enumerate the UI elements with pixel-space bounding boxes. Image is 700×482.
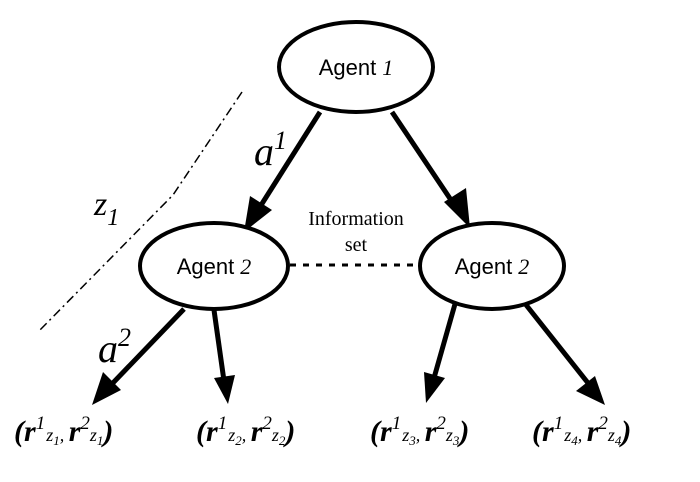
node-index: 2 [240, 254, 251, 279]
information-set-label-line1: Information [308, 208, 404, 230]
node-agent-2-left: Agent 2 [138, 221, 290, 311]
edge-left-to-z2 [211, 309, 227, 382]
information-set-label-line2: set [345, 234, 368, 256]
node-label: Agent [319, 55, 377, 80]
edge-root-to-right [389, 110, 458, 208]
arrowhead-left-to-z1 [92, 372, 121, 405]
node-index: 2 [518, 254, 529, 279]
node-ellipse [277, 20, 435, 114]
node-ellipse [418, 221, 566, 311]
tree-edges [92, 110, 605, 405]
payoff-z3: (r1z3, r2z3) [370, 413, 469, 448]
arrowhead-root-to-right [444, 188, 470, 228]
history-divider-line [37, 91, 243, 333]
edge-root-to-left [255, 110, 323, 212]
payoff-z4: (r1z4, r2z4) [532, 413, 631, 448]
node-index: 1 [382, 55, 393, 80]
node-label: Agent [177, 254, 235, 279]
node-ellipse [138, 221, 290, 311]
node-agent-1: Agent 1 [277, 20, 435, 114]
action-label-a1: a1 [254, 126, 287, 174]
edge-right-to-z3 [431, 303, 458, 379]
arrowhead-left-to-z2 [214, 375, 235, 404]
node-agent-2-right: Agent 2 [418, 221, 566, 311]
arrowhead-right-to-z4 [576, 376, 605, 405]
payoff-z2: (r1z2, r2z2) [196, 413, 295, 448]
action-label-a2: a2 [98, 323, 131, 371]
payoff-z1: (r1z1, r2z1) [14, 413, 113, 448]
arrowhead-root-to-left [244, 196, 272, 232]
edge-left-to-z1 [108, 307, 186, 388]
edge-right-to-z4 [517, 294, 590, 385]
arrowhead-right-to-z3 [424, 372, 445, 403]
history-label-z1: z1 [93, 186, 119, 231]
node-label: Agent [455, 254, 513, 279]
